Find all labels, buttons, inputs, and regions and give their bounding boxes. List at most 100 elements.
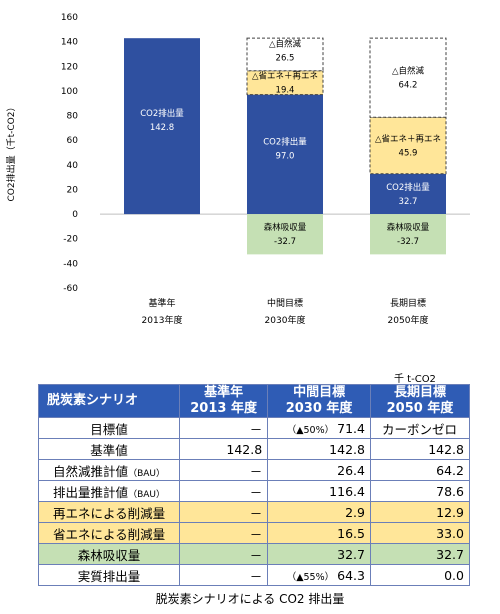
cell-value: 16.5	[337, 525, 365, 541]
figure-caption: 脱炭素シナリオによる CO2 排出量	[155, 592, 345, 606]
bar-natural-decrease	[246, 37, 324, 72]
cell-value: －	[249, 568, 263, 584]
segment-label-value: 32.7	[399, 197, 418, 207]
table-cell: （▲55%） 64.3	[267, 564, 371, 586]
table-cell: カーボンゼロ	[369, 417, 471, 439]
col-header-long: 長期目標 2050 年度	[369, 384, 471, 418]
segment-label-value: 26.5	[276, 53, 295, 63]
co2-scenario-chart: CO2排出量（千t-CO2） 160 140 120 100 80 60 40 20 0 -20 -4…	[5, 13, 470, 326]
cell-value: －	[249, 463, 263, 479]
y-tick-label: 100	[61, 87, 78, 97]
row-label-text: 排出量推計値	[53, 484, 129, 500]
row-label-text: 省エネによる削減量	[52, 526, 166, 542]
table-row: 基準値 142.8 142.8 142.8	[37, 438, 471, 460]
table-corner-header: 脱炭素シナリオ	[37, 384, 181, 418]
y-tick-label: 60	[67, 136, 79, 146]
table-cell: 26.4	[267, 459, 371, 481]
table-cell: 32.7	[267, 543, 371, 565]
table-row: 排出量推計値（BAU） － 116.4 78.6	[37, 480, 471, 502]
y-tick-label: -40	[63, 259, 78, 269]
y-tick-label: 120	[61, 62, 78, 72]
table-row: 再エネによる削減量 － 2.9 12.9	[37, 501, 471, 523]
y-tick-label: 40	[67, 161, 79, 171]
table-cell: 142.8	[369, 438, 471, 460]
bar-co2-emission	[370, 173, 446, 215]
table-cell: －	[179, 417, 269, 439]
row-label: 目標値	[37, 417, 181, 439]
segment-label-name: CO2排出量	[140, 108, 184, 119]
row-label: 再エネによる削減量	[37, 501, 181, 523]
table-cell: －	[179, 543, 269, 565]
cell-value: 2.9	[345, 504, 365, 520]
scenario-table: 脱炭素シナリオ 基準年 2013 年度 中間目標 2030 年度 長期目標 20…	[37, 384, 471, 586]
table-cell: 32.7	[369, 543, 471, 565]
table-row: 実質排出量 －（▲55%） 64.3 0.0	[37, 564, 471, 586]
cell-value: 142.8	[329, 441, 365, 457]
segment-label-name: CO2排出量	[263, 136, 307, 147]
table-row: 目標値 －（▲50%） 71.4 カーボンゼロ	[37, 417, 471, 439]
y-tick-label: 160	[61, 13, 78, 23]
col-header-line2: 2013 年度	[190, 401, 257, 416]
table-cell: －	[179, 501, 269, 523]
row-label-text: 森林吸収量	[77, 547, 141, 563]
x-category-year: 2050年度	[388, 314, 429, 326]
cell-value: 142.8	[226, 441, 263, 457]
cell-value: 12.9	[436, 504, 464, 520]
y-tick-label: 80	[67, 112, 79, 122]
row-label-text: 再エネによる削減量	[52, 505, 166, 521]
row-label-text: 目標値	[90, 421, 128, 437]
bar-forest-absorption	[247, 214, 323, 255]
row-label-bau: （BAU）	[128, 489, 165, 500]
row-label: 省エネによる削減量	[37, 522, 181, 544]
table-cell: 142.8	[179, 438, 269, 460]
cell-value: －	[249, 526, 263, 542]
segment-label-value: 97.0	[276, 151, 295, 161]
y-axis-label: CO2排出量（千t-CO2）	[5, 103, 17, 202]
table-cell: 78.6	[369, 480, 471, 502]
y-tick-label: -20	[63, 235, 78, 245]
y-tick-label: 140	[61, 38, 78, 48]
row-label: 森林吸収量	[37, 543, 181, 565]
cell-value: －	[249, 484, 263, 500]
segment-label-value: -32.7	[274, 237, 296, 247]
table-cell: 16.5	[267, 522, 371, 544]
x-category-label: 中間目標	[267, 297, 303, 309]
table-cell: 12.9	[369, 501, 471, 523]
table-cell: （▲50%） 71.4	[267, 417, 371, 439]
segment-label-name: 森林吸収量	[264, 222, 307, 233]
cell-note: （▲55%）	[286, 571, 335, 583]
table-row: 自然減推計値（BAU） － 26.4 64.2	[37, 459, 471, 481]
table-cell: 116.4	[267, 480, 371, 502]
row-label: 自然減推計値（BAU）	[37, 459, 181, 481]
row-label-bau: （BAU）	[128, 468, 165, 479]
bar-natural-decrease	[369, 37, 447, 118]
segment-label-name: △省エネ＋再エネ	[375, 134, 441, 145]
cell-value: －	[249, 547, 263, 563]
col-header-line2: 2050 年度	[386, 401, 454, 416]
bar-co2-emission	[247, 94, 323, 215]
bar-co2-emission	[124, 38, 200, 215]
cell-value: 32.7	[337, 546, 365, 562]
table-cell: 2.9	[267, 501, 371, 523]
table-row: 森林吸収量 － 32.7 32.7	[37, 543, 471, 565]
col-header-base: 基準年 2013 年度	[179, 384, 269, 418]
x-category-year: 2013年度	[142, 314, 183, 326]
segment-label-value: 64.2	[399, 81, 418, 91]
y-tick-label: 20	[67, 185, 79, 195]
row-label: 基準値	[37, 438, 181, 460]
table-cell: 33.0	[369, 522, 471, 544]
segment-label-name: △省エネ＋再エネ	[252, 71, 318, 82]
y-tick-label: -60	[63, 284, 78, 294]
cell-value: 0.0	[444, 567, 464, 583]
col-header-line1: 中間目標	[293, 385, 346, 400]
segment-label-name: △自然減	[392, 66, 425, 77]
cell-value: カーボンゼロ	[381, 421, 457, 437]
table-cell: －	[179, 522, 269, 544]
table-unit: 千 t-CO2	[394, 374, 436, 385]
row-label: 実質排出量	[37, 564, 181, 586]
table-cell: 64.2	[369, 459, 471, 481]
x-category-year: 2030年度	[265, 314, 306, 326]
cell-value: 142.8	[428, 441, 464, 457]
cell-value: －	[249, 505, 263, 521]
cell-value: 71.4	[337, 420, 365, 436]
